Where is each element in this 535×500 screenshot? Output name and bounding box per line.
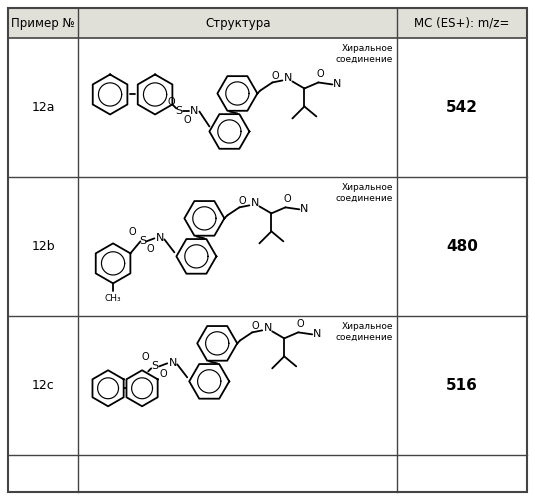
Text: O: O	[239, 196, 246, 206]
Text: N: N	[284, 74, 293, 84]
Text: 12b: 12b	[31, 240, 55, 253]
Text: S: S	[139, 236, 146, 246]
Text: O: O	[317, 70, 324, 80]
Text: МС (ES+): m/z=: МС (ES+): m/z=	[415, 16, 510, 30]
Text: O: O	[141, 352, 149, 362]
Text: CH₃: CH₃	[105, 294, 121, 303]
Text: Хиральное
соединение: Хиральное соединение	[336, 322, 393, 342]
Text: O: O	[159, 370, 167, 380]
Text: O: O	[284, 194, 291, 204]
Text: 516: 516	[446, 378, 478, 393]
Text: N: N	[300, 204, 309, 214]
Text: Структура: Структура	[205, 16, 270, 30]
Text: O: O	[296, 320, 304, 330]
Text: N: N	[169, 358, 178, 368]
Text: O: O	[251, 322, 259, 332]
Text: O: O	[147, 244, 154, 254]
Text: Пример №: Пример №	[11, 16, 75, 30]
Text: Хиральное
соединение: Хиральное соединение	[336, 44, 393, 64]
Text: O: O	[128, 228, 136, 237]
Text: O: O	[167, 98, 175, 108]
Text: N: N	[313, 330, 322, 340]
Text: N: N	[333, 80, 341, 90]
Text: 542: 542	[446, 100, 478, 115]
Text: S: S	[151, 362, 159, 372]
Text: O: O	[272, 72, 279, 82]
Text: N: N	[251, 198, 259, 208]
Text: 12a: 12a	[31, 101, 55, 114]
Text: 480: 480	[446, 239, 478, 254]
Text: O: O	[184, 116, 191, 126]
Text: N: N	[190, 106, 198, 117]
Text: Хиральное
соединение: Хиральное соединение	[336, 183, 393, 203]
Text: S: S	[175, 106, 182, 117]
Bar	[8, 8, 527, 38]
Text: N: N	[156, 234, 165, 243]
Text: 12c: 12c	[32, 379, 55, 392]
Text: N: N	[264, 324, 272, 334]
